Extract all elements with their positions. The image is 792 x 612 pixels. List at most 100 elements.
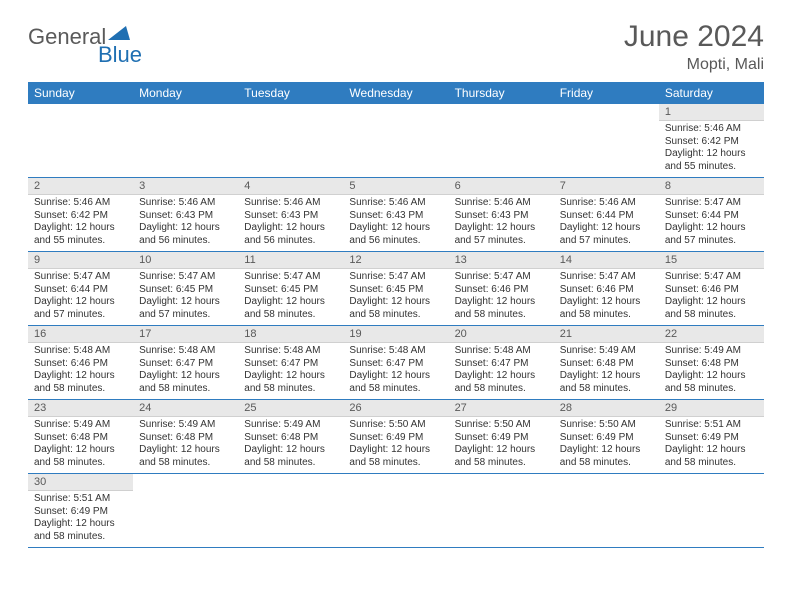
daylight: Daylight: 12 hours and 58 minutes. [455,296,548,321]
calendar-cell-empty [554,104,659,178]
sunset: Sunset: 6:46 PM [560,284,653,297]
header: General June 2024 Mopti, Mali Blue [28,20,764,74]
calendar-cell: 22Sunrise: 5:49 AMSunset: 6:48 PMDayligh… [659,326,764,400]
day-number: 16 [28,326,133,343]
weekday-header: Wednesday [343,82,448,104]
day-number: 17 [133,326,238,343]
sunset: Sunset: 6:47 PM [244,358,337,371]
day-number: 8 [659,178,764,195]
sunrise: Sunrise: 5:51 AM [34,493,127,506]
daylight: Daylight: 12 hours and 58 minutes. [665,444,758,469]
sunset: Sunset: 6:44 PM [665,210,758,223]
calendar-cell: 10Sunrise: 5:47 AMSunset: 6:45 PMDayligh… [133,252,238,326]
sunset: Sunset: 6:44 PM [34,284,127,297]
sunset: Sunset: 6:45 PM [349,284,442,297]
calendar-row: 2Sunrise: 5:46 AMSunset: 6:42 PMDaylight… [28,178,764,252]
day-number: 9 [28,252,133,269]
day-number: 11 [238,252,343,269]
calendar-cell: 5Sunrise: 5:46 AMSunset: 6:43 PMDaylight… [343,178,448,252]
calendar-cell: 28Sunrise: 5:50 AMSunset: 6:49 PMDayligh… [554,400,659,474]
daylight: Daylight: 12 hours and 57 minutes. [455,222,548,247]
day-number: 25 [238,400,343,417]
daylight: Daylight: 12 hours and 56 minutes. [349,222,442,247]
sunrise: Sunrise: 5:50 AM [560,419,653,432]
day-number: 4 [238,178,343,195]
day-info: Sunrise: 5:46 AMSunset: 6:42 PMDaylight:… [659,121,764,177]
daylight: Daylight: 12 hours and 58 minutes. [244,370,337,395]
daylight: Daylight: 12 hours and 57 minutes. [665,222,758,247]
weekday-header: Friday [554,82,659,104]
calendar-cell-empty [238,474,343,548]
logo-text-general: General [28,24,106,50]
calendar-cell: 30Sunrise: 5:51 AMSunset: 6:49 PMDayligh… [28,474,133,548]
day-number: 6 [449,178,554,195]
sunset: Sunset: 6:48 PM [139,432,232,445]
day-info: Sunrise: 5:46 AMSunset: 6:43 PMDaylight:… [449,195,554,251]
day-info: Sunrise: 5:48 AMSunset: 6:47 PMDaylight:… [449,343,554,399]
daylight: Daylight: 12 hours and 58 minutes. [349,370,442,395]
sunset: Sunset: 6:43 PM [349,210,442,223]
calendar-table: SundayMondayTuesdayWednesdayThursdayFrid… [28,82,764,548]
daylight: Daylight: 12 hours and 58 minutes. [349,296,442,321]
daylight: Daylight: 12 hours and 58 minutes. [244,296,337,321]
calendar-cell: 29 Sunrise: 5:51 AMSunset: 6:49 PMDayligh… [659,400,764,474]
sunrise: Sunrise: 5:47 AM [665,197,758,210]
sunset: Sunset: 6:46 PM [34,358,127,371]
day-info: Sunrise: 5:47 AMSunset: 6:45 PMDaylight:… [133,269,238,325]
calendar-cell: 3Sunrise: 5:46 AMSunset: 6:43 PMDaylight… [133,178,238,252]
calendar-cell: 16Sunrise: 5:48 AMSunset: 6:46 PMDayligh… [28,326,133,400]
day-info: Sunrise: 5:47 AMSunset: 6:45 PMDaylight:… [343,269,448,325]
calendar-cell: 13Sunrise: 5:47 AMSunset: 6:46 PMDayligh… [449,252,554,326]
calendar-cell: 21Sunrise: 5:49 AMSunset: 6:48 PMDayligh… [554,326,659,400]
calendar-row: 9 Sunrise: 5:47 AM Sunset: 6:44 PM Daylight… [28,252,764,326]
day-info: Sunrise: 5:49 AMSunset: 6:48 PMDaylight:… [659,343,764,399]
sunrise: Sunrise: 5:49 AM [665,345,758,358]
daylight: Daylight: 12 hours and 56 minutes. [139,222,232,247]
sunrise: Sunrise: 5:50 AM [455,419,548,432]
sunset: Sunset: 6:49 PM [34,506,127,519]
sunrise: Sunrise: 5:49 AM [560,345,653,358]
weekday-header: Sunday [28,82,133,104]
sunset: Sunset: 6:48 PM [244,432,337,445]
day-info: Sunrise: 5:47 AMSunset: 6:46 PMDaylight:… [554,269,659,325]
sunrise: Sunrise: 5:48 AM [455,345,548,358]
location: Mopti, Mali [624,56,764,74]
logo-text-blue: Blue [98,42,142,68]
title-block: June 2024 Mopti, Mali [624,20,764,74]
calendar-cell: 9Sunrise: 5:47 AMSunset: 6:44 PMDaylight… [28,252,133,326]
sunset: Sunset: 6:43 PM [244,210,337,223]
calendar-row: 23Sunrise: 5:49 AMSunset: 6:48 PMDayligh… [28,400,764,474]
day-number: 10 [133,252,238,269]
day-info: Sunrise: 5:49 AMSunset: 6:48 PMDaylight:… [554,343,659,399]
sunset: Sunset: 6:42 PM [34,210,127,223]
sunset: Sunset: 6:49 PM [665,432,758,445]
sunrise: Sunrise: 5:46 AM [34,197,127,210]
daylight: Daylight: 12 hours and 58 minutes. [349,444,442,469]
calendar-cell: 27Sunrise: 5:50 AMSunset: 6:49 PMDayligh… [449,400,554,474]
sunrise: Sunrise: 5:47 AM [349,271,442,284]
sunset: Sunset: 6:44 PM [560,210,653,223]
day-info: Sunrise: 5:49 AMSunset: 6:48 PMDaylight:… [133,417,238,473]
sunset: Sunset: 6:49 PM [455,432,548,445]
sunrise: Sunrise: 5:47 AM [244,271,337,284]
day-info: Sunrise: 5:47 AMSunset: 6:44 PMDaylight:… [659,195,764,251]
daylight: Daylight: 12 hours and 58 minutes. [139,370,232,395]
calendar-cell: 7Sunrise: 5:46 AMSunset: 6:44 PMDaylight… [554,178,659,252]
weekday-header: Monday [133,82,238,104]
day-number: 20 [449,326,554,343]
day-number: 29 [659,400,764,417]
day-number: 28 [554,400,659,417]
calendar-cell-empty [449,104,554,178]
sunrise: Sunrise: 5:47 AM [139,271,232,284]
sunrise: Sunrise: 5:50 AM [349,419,442,432]
sunrise: Sunrise: 5:51 AM [665,419,758,432]
day-number: 13 [449,252,554,269]
sunrise: Sunrise: 5:46 AM [244,197,337,210]
calendar-row: 16 Sunrise: 5:48 AM Sunset: 6:46 PM Dayligh… [28,326,764,400]
sunset: Sunset: 6:49 PM [560,432,653,445]
calendar-cell: 2Sunrise: 5:46 AMSunset: 6:42 PMDaylight… [28,178,133,252]
day-info: Sunrise: 5:46 AMSunset: 6:43 PMDaylight:… [343,195,448,251]
day-number: 24 [133,400,238,417]
sunrise: Sunrise: 5:49 AM [139,419,232,432]
sunrise: Sunrise: 5:49 AM [34,419,127,432]
